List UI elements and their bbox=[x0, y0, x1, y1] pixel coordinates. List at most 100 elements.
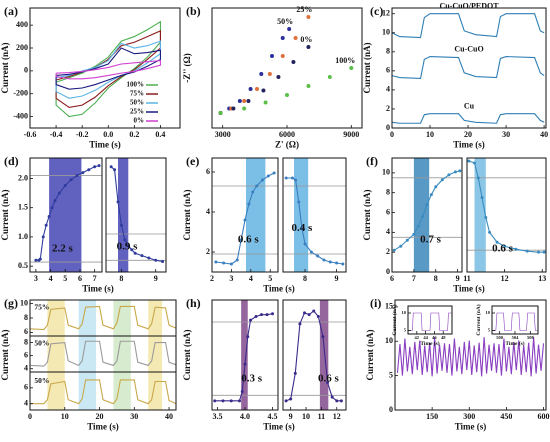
x-axis-label: Time (s) bbox=[87, 422, 119, 432]
x-tick-label: -0.2 bbox=[76, 130, 89, 139]
y-tick-label: 10 bbox=[486, 310, 491, 315]
y-tick-label: 0 bbox=[386, 123, 390, 132]
x-tick-label: 3000 bbox=[215, 130, 231, 139]
data-point bbox=[57, 191, 61, 195]
data-point bbox=[254, 315, 258, 318]
data-point bbox=[316, 254, 320, 258]
data-point bbox=[294, 178, 298, 182]
data-point bbox=[284, 176, 288, 180]
x-axis-label: Time (s) bbox=[263, 284, 295, 294]
x-tick-label: -0.6 bbox=[24, 130, 37, 139]
x-tick-label: 450 bbox=[500, 412, 512, 421]
plot-area bbox=[218, 15, 354, 115]
series-line bbox=[35, 165, 100, 261]
y-tick-label: 4 bbox=[386, 227, 390, 236]
data-point bbox=[429, 193, 433, 197]
y-tick-label: 10 bbox=[385, 336, 393, 345]
panel-label: (f) bbox=[366, 154, 378, 168]
highlight-span bbox=[148, 372, 163, 410]
x-tick-label: 11 bbox=[463, 274, 471, 283]
x-tick-label: 0 bbox=[28, 412, 32, 421]
y-tick-label: 0.5 bbox=[18, 261, 28, 270]
x-tick-label: 600 bbox=[538, 412, 550, 421]
plot-area bbox=[30, 336, 176, 372]
data-point bbox=[242, 99, 247, 103]
x-tick-label: 6 bbox=[390, 274, 394, 283]
data-point bbox=[473, 161, 477, 165]
y-tick-label: 400 bbox=[16, 20, 28, 29]
y-tick-label: 5 bbox=[389, 370, 393, 379]
y-tick-label: 2 bbox=[206, 247, 210, 256]
data-point bbox=[265, 313, 269, 317]
data-point bbox=[425, 203, 429, 207]
x-tick-label: 12 bbox=[333, 412, 341, 421]
y-axis-label: Current (nA) bbox=[182, 329, 192, 380]
plot-frame bbox=[391, 157, 463, 273]
x-tick-label: 8 bbox=[303, 274, 307, 283]
x-tick-label: 0.4 bbox=[155, 130, 165, 139]
data-point bbox=[495, 240, 499, 244]
data-point bbox=[34, 258, 38, 262]
data-point bbox=[399, 244, 403, 248]
x-tick-label: 9 bbox=[456, 274, 460, 283]
y-tick-label: 10 bbox=[382, 28, 390, 37]
y-tick-label: 200 bbox=[16, 43, 28, 52]
data-point bbox=[280, 36, 285, 40]
series-label: Cu bbox=[464, 102, 475, 111]
x-tick-label: 7 bbox=[412, 274, 416, 283]
data-point bbox=[412, 232, 416, 236]
annotation: 50% bbox=[34, 339, 49, 348]
y-tick-label: 1.0 bbox=[18, 232, 28, 241]
y-tick-label: 2.0 bbox=[18, 173, 28, 182]
y-tick-label: 6 bbox=[386, 66, 390, 75]
y-tick-label: -400 bbox=[13, 111, 28, 120]
plot-frame bbox=[29, 7, 181, 129]
annotation: 0.3 s bbox=[241, 373, 263, 385]
plot-area bbox=[492, 312, 538, 331]
y-tick-label: 15 bbox=[385, 302, 393, 311]
data-point bbox=[321, 335, 325, 339]
x-tick-label: 8 bbox=[434, 274, 438, 283]
data-point bbox=[525, 249, 529, 253]
data-point bbox=[287, 27, 292, 31]
data-point bbox=[229, 262, 233, 266]
x-tick-label: 10 bbox=[426, 130, 434, 139]
data-point bbox=[123, 238, 127, 242]
y-tick-label: 8 bbox=[386, 47, 390, 56]
data-point bbox=[126, 244, 130, 248]
series-line bbox=[392, 13, 545, 39]
x-tick-label: 5 bbox=[63, 274, 67, 283]
series-line bbox=[30, 305, 176, 331]
data-point bbox=[289, 397, 293, 401]
data-point bbox=[249, 318, 252, 322]
data-point bbox=[259, 72, 264, 76]
plot-area bbox=[392, 158, 462, 272]
x-tick-label: 0.0 bbox=[103, 130, 113, 139]
data-point bbox=[242, 106, 247, 111]
data-point bbox=[300, 226, 304, 230]
annotation: 2.2 s bbox=[52, 243, 74, 255]
highlight-span bbox=[118, 158, 129, 272]
data-point bbox=[330, 395, 334, 399]
highlight-span bbox=[78, 336, 97, 372]
y-axis-label: Current (nA) bbox=[182, 189, 192, 240]
legend-label: 100% bbox=[127, 81, 145, 89]
x-tick-label: 3 bbox=[34, 274, 38, 283]
plot-area bbox=[212, 158, 278, 272]
data-point bbox=[221, 399, 225, 403]
data-point bbox=[297, 200, 301, 204]
highlight-span bbox=[47, 372, 65, 410]
data-point bbox=[255, 87, 259, 91]
panel-label: (a) bbox=[4, 4, 18, 18]
data-point bbox=[480, 196, 484, 200]
x-tick-label: 7 bbox=[93, 274, 97, 283]
highlight-span bbox=[113, 300, 131, 336]
plot-area bbox=[283, 300, 346, 410]
x-tick-label: 6 bbox=[78, 274, 82, 283]
data-point bbox=[237, 99, 242, 103]
data-point bbox=[514, 247, 518, 251]
x-axis-label: Time (s) bbox=[453, 140, 485, 150]
data-point bbox=[392, 248, 396, 252]
data-point bbox=[542, 250, 546, 254]
data-point bbox=[75, 174, 79, 178]
